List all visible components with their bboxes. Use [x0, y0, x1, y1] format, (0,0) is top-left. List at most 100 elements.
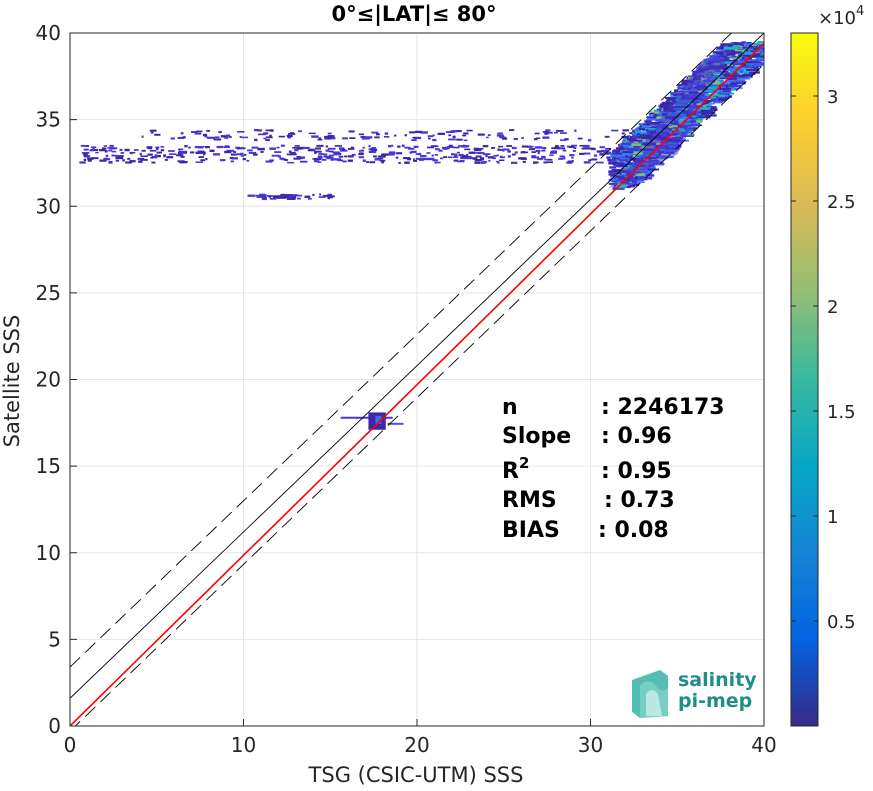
density-cell: [616, 171, 629, 174]
density-cell: [743, 63, 756, 66]
density-cell: [191, 131, 198, 134]
density-cell: [521, 137, 524, 139]
density-cell: [749, 48, 760, 51]
density-cell: [646, 118, 657, 121]
density-cell: [664, 97, 677, 100]
density-cell: [166, 156, 169, 159]
density-cell: [732, 42, 742, 45]
stat-value: : 0.08: [598, 518, 669, 543]
density-cell: [177, 151, 181, 154]
density-cell: [458, 145, 462, 147]
density-cell: [745, 69, 760, 71]
density-cell: [488, 159, 491, 162]
density-cell: [415, 130, 423, 134]
density-cell: [626, 185, 631, 189]
density-hot-cell: [712, 82, 719, 85]
density-cell: [83, 153, 87, 156]
density-cell: [451, 153, 458, 156]
density-cell: [760, 44, 764, 48]
density-cell: [690, 124, 703, 127]
density-cell: [588, 147, 594, 150]
density-cell: [381, 153, 389, 156]
density-cell: [498, 159, 505, 162]
density-cell: [332, 151, 340, 154]
density-cell: [759, 53, 764, 56]
density-cell: [418, 158, 424, 161]
density-cell: [338, 155, 344, 158]
density-cell: [325, 155, 331, 158]
density-cell: [533, 161, 538, 164]
density-cell: [129, 151, 136, 154]
density-cell: [669, 92, 680, 94]
density-cell: [579, 152, 585, 155]
density-cell: [499, 149, 505, 151]
density-cell: [542, 136, 550, 139]
density-cell: [648, 130, 657, 133]
density-cell: [511, 146, 517, 150]
density-cell: [534, 132, 540, 135]
density-cell: [195, 161, 204, 163]
density-cell: [742, 46, 746, 49]
stat-label-text: R: [502, 459, 519, 484]
density-cell: [583, 152, 591, 155]
density-cell: [427, 137, 431, 140]
density-cell: [635, 176, 641, 180]
density-cell: [761, 52, 764, 55]
density-cell: [689, 127, 693, 130]
density-cell: [627, 148, 640, 152]
stat-label-text: n: [502, 395, 518, 420]
density-cell: [673, 93, 681, 96]
stat-value: : 0.95: [601, 459, 672, 484]
y-tick-label: 25: [36, 281, 61, 305]
density-cell: [334, 145, 343, 147]
density-cell: [735, 56, 749, 59]
density-cell: [496, 134, 504, 137]
density-cell: [749, 66, 756, 70]
density-cell: [412, 136, 417, 139]
density-cell: [630, 154, 634, 157]
density-cell: [438, 149, 443, 152]
density-cell: [718, 86, 726, 90]
density-cell: [531, 148, 535, 150]
density-cell: [573, 147, 577, 149]
density-cell: [595, 161, 604, 164]
density-cell: [389, 144, 394, 147]
density-cell: [164, 159, 169, 161]
density-cell: [729, 87, 743, 89]
density-cell: [84, 158, 87, 162]
stat-value: : 0.73: [604, 488, 675, 513]
density-cell: [154, 133, 161, 136]
density-cell: [738, 77, 751, 80]
density-cell: [384, 136, 390, 138]
density-cell: [465, 156, 474, 159]
density-cell: [763, 49, 764, 52]
density-cell: [756, 48, 764, 51]
density-cell: [507, 155, 511, 158]
density-cell: [409, 151, 413, 154]
density-cell: [718, 87, 732, 90]
density-cell: [308, 132, 316, 135]
density-cell: [632, 183, 638, 186]
density-cell: [638, 123, 647, 126]
colorbar-exponent: 4: [856, 4, 864, 19]
density-cell: [202, 133, 207, 137]
density-cell: [723, 46, 738, 50]
density-cell: [549, 154, 554, 156]
density-cell: [622, 129, 630, 132]
density-cell: [260, 150, 264, 153]
density-cell: [614, 183, 625, 186]
density-cell: [647, 168, 660, 171]
density-cell: [646, 129, 658, 132]
density-cell: [414, 136, 422, 140]
y-tick-label: 5: [48, 627, 61, 651]
density-cell: [633, 156, 644, 159]
density-cell: [549, 151, 557, 154]
density-cell: [180, 156, 185, 158]
density-cell: [749, 65, 752, 69]
density-cell: [322, 153, 328, 156]
density-cell: [615, 175, 625, 178]
density-cell: [534, 146, 543, 149]
density-cell: [726, 77, 737, 80]
density-cell: [460, 145, 468, 148]
density-cell: [743, 54, 753, 57]
